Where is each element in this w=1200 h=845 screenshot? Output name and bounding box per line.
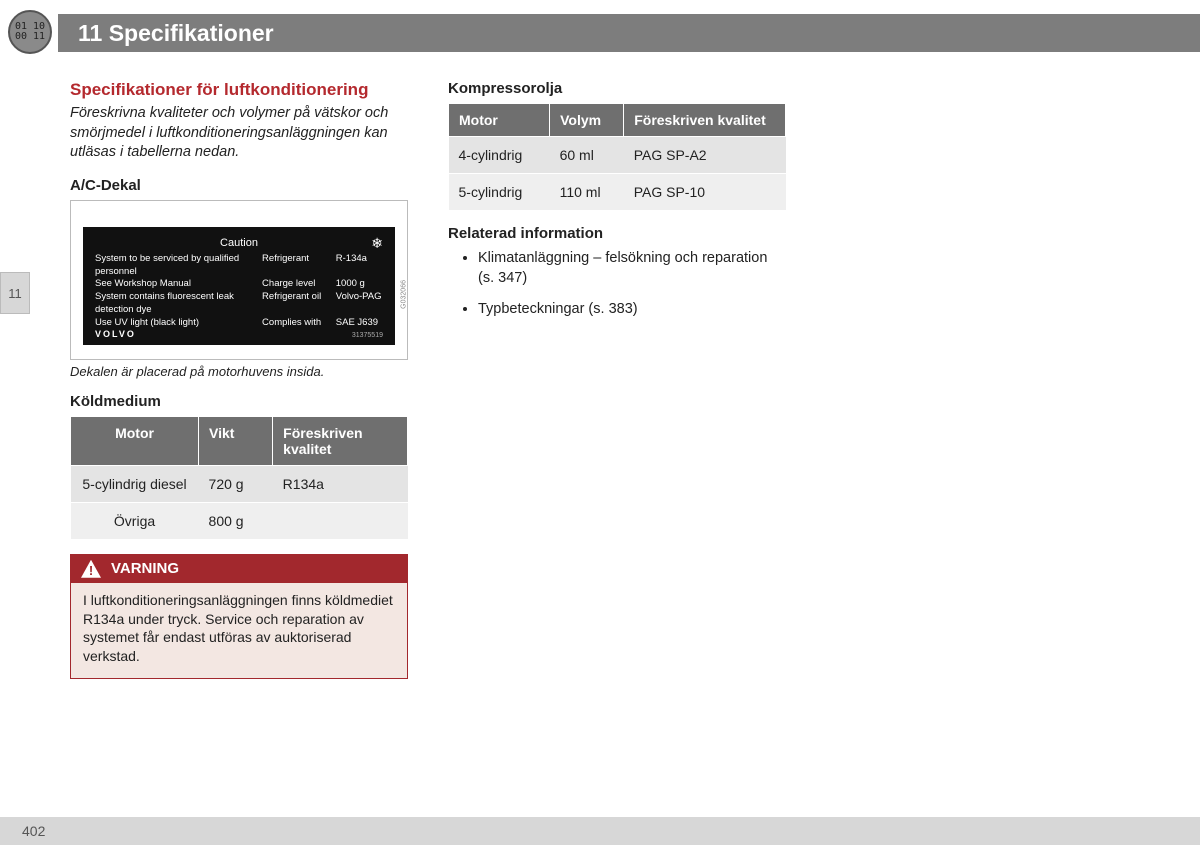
snowflake-icon: ❄ xyxy=(371,235,383,252)
volvo-logo: VOLVO xyxy=(95,329,136,339)
side-tab: 11 xyxy=(0,272,30,314)
table-row: 5-cylindrig 110 ml PAG SP-10 xyxy=(449,174,786,211)
decal-side-ref: G032066 xyxy=(401,280,408,309)
decal-heading: A/C-Dekal xyxy=(70,177,408,194)
warning-icon: ! xyxy=(81,560,101,578)
compressor-oil-table: Motor Volym Föreskriven kvalitet 4-cylin… xyxy=(448,103,786,211)
table-row: 4-cylindrig 60 ml PAG SP-A2 xyxy=(449,137,786,174)
related-heading: Relaterad information xyxy=(448,225,786,242)
decal-label: ❄ Caution System to be serviced by quali… xyxy=(83,227,395,345)
warning-text: I luftkonditioneringsanläggningen finns … xyxy=(71,583,407,679)
decal-ref: 31375519 xyxy=(352,332,383,339)
page-footer: 402 xyxy=(0,817,1200,845)
decal-caption: Dekalen är placerad på motorhuvens insid… xyxy=(70,364,408,379)
table2-heading: Kompressorolja xyxy=(448,80,786,97)
table-row: Övriga 800 g xyxy=(71,502,408,539)
table-row: 5-cylindrig diesel 720 g R134a xyxy=(71,465,408,502)
badge-bottom: 00 11 xyxy=(15,32,45,42)
related-list: Klimatanläggning – felsökning och repara… xyxy=(448,248,786,319)
decal-caution: Caution xyxy=(95,237,383,249)
chapter-title: 11 Specifikationer xyxy=(78,20,274,47)
related-link[interactable]: Klimatanläggning – felsökning och repara… xyxy=(478,248,786,289)
warning-label: VARNING xyxy=(111,560,179,577)
chapter-header: 11 Specifikationer xyxy=(58,14,1200,52)
refrigerant-table: Motor Vikt Föreskriven kvalitet 5-cylind… xyxy=(70,416,408,540)
section-title: Specifikationer för luftkonditionering xyxy=(70,80,408,100)
section-intro: Föreskrivna kvaliteter och volymer på vä… xyxy=(70,104,408,163)
decal-frame: ❄ Caution System to be serviced by quali… xyxy=(70,200,408,360)
related-link[interactable]: Typbeteckningar (s. 383) xyxy=(478,299,786,319)
page-content: Specifikationer för luftkonditionering F… xyxy=(70,80,1170,805)
chapter-badge: 01 10 00 11 xyxy=(8,10,52,54)
warning-header: ! VARNING xyxy=(71,555,407,583)
warning-box: ! VARNING I luftkonditioneringsanläggnin… xyxy=(70,554,408,680)
table1-heading: Köldmedium xyxy=(70,393,408,410)
column-right: Kompressorolja Motor Volym Föreskriven k… xyxy=(448,80,786,805)
column-left: Specifikationer för luftkonditionering F… xyxy=(70,80,408,805)
page-number: 402 xyxy=(22,823,45,839)
